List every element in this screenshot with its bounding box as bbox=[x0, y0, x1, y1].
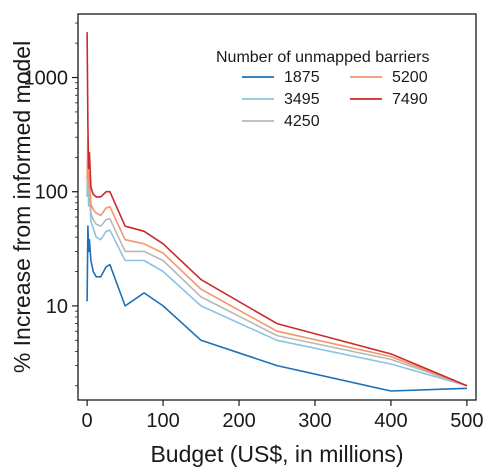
x-tick-label: 0 bbox=[82, 410, 93, 432]
legend-label-5200: 5200 bbox=[392, 69, 428, 86]
series-line-4250 bbox=[86, 143, 468, 387]
x-tick-label: 200 bbox=[222, 410, 255, 432]
series-line-1875 bbox=[86, 225, 467, 392]
y-axis-title: % Increase from informed model bbox=[9, 41, 35, 373]
x-tick-label: 400 bbox=[374, 410, 407, 432]
series-lines bbox=[86, 32, 468, 392]
x-tick-label: 500 bbox=[450, 410, 483, 432]
y-tick-label: 10 bbox=[46, 296, 68, 318]
y-tick-label: 1000 bbox=[24, 68, 69, 90]
x-tick-label: 300 bbox=[298, 410, 331, 432]
plot-frame bbox=[77, 13, 477, 401]
y-axis-ticks: 10 100 1000 bbox=[24, 22, 78, 387]
x-tick-label: 100 bbox=[146, 410, 179, 432]
series-line-5200 bbox=[86, 136, 468, 387]
legend: Number of unmapped barriers 1875 3495 4250… bbox=[216, 49, 429, 130]
legend-title: Number of unmapped barriers bbox=[216, 49, 429, 66]
legend-label-1875: 1875 bbox=[284, 69, 320, 86]
x-axis-title: Budget (US$, in millions) bbox=[150, 441, 403, 467]
legend-label-4250: 4250 bbox=[284, 113, 320, 130]
legend-label-3495: 3495 bbox=[284, 91, 320, 108]
series-line-3495 bbox=[86, 156, 468, 387]
x-axis-ticks: 0 100 200 300 400 500 bbox=[82, 400, 484, 432]
series-line-7490 bbox=[86, 32, 468, 387]
legend-label-7490: 7490 bbox=[392, 91, 428, 108]
y-tick-label: 100 bbox=[35, 182, 68, 204]
